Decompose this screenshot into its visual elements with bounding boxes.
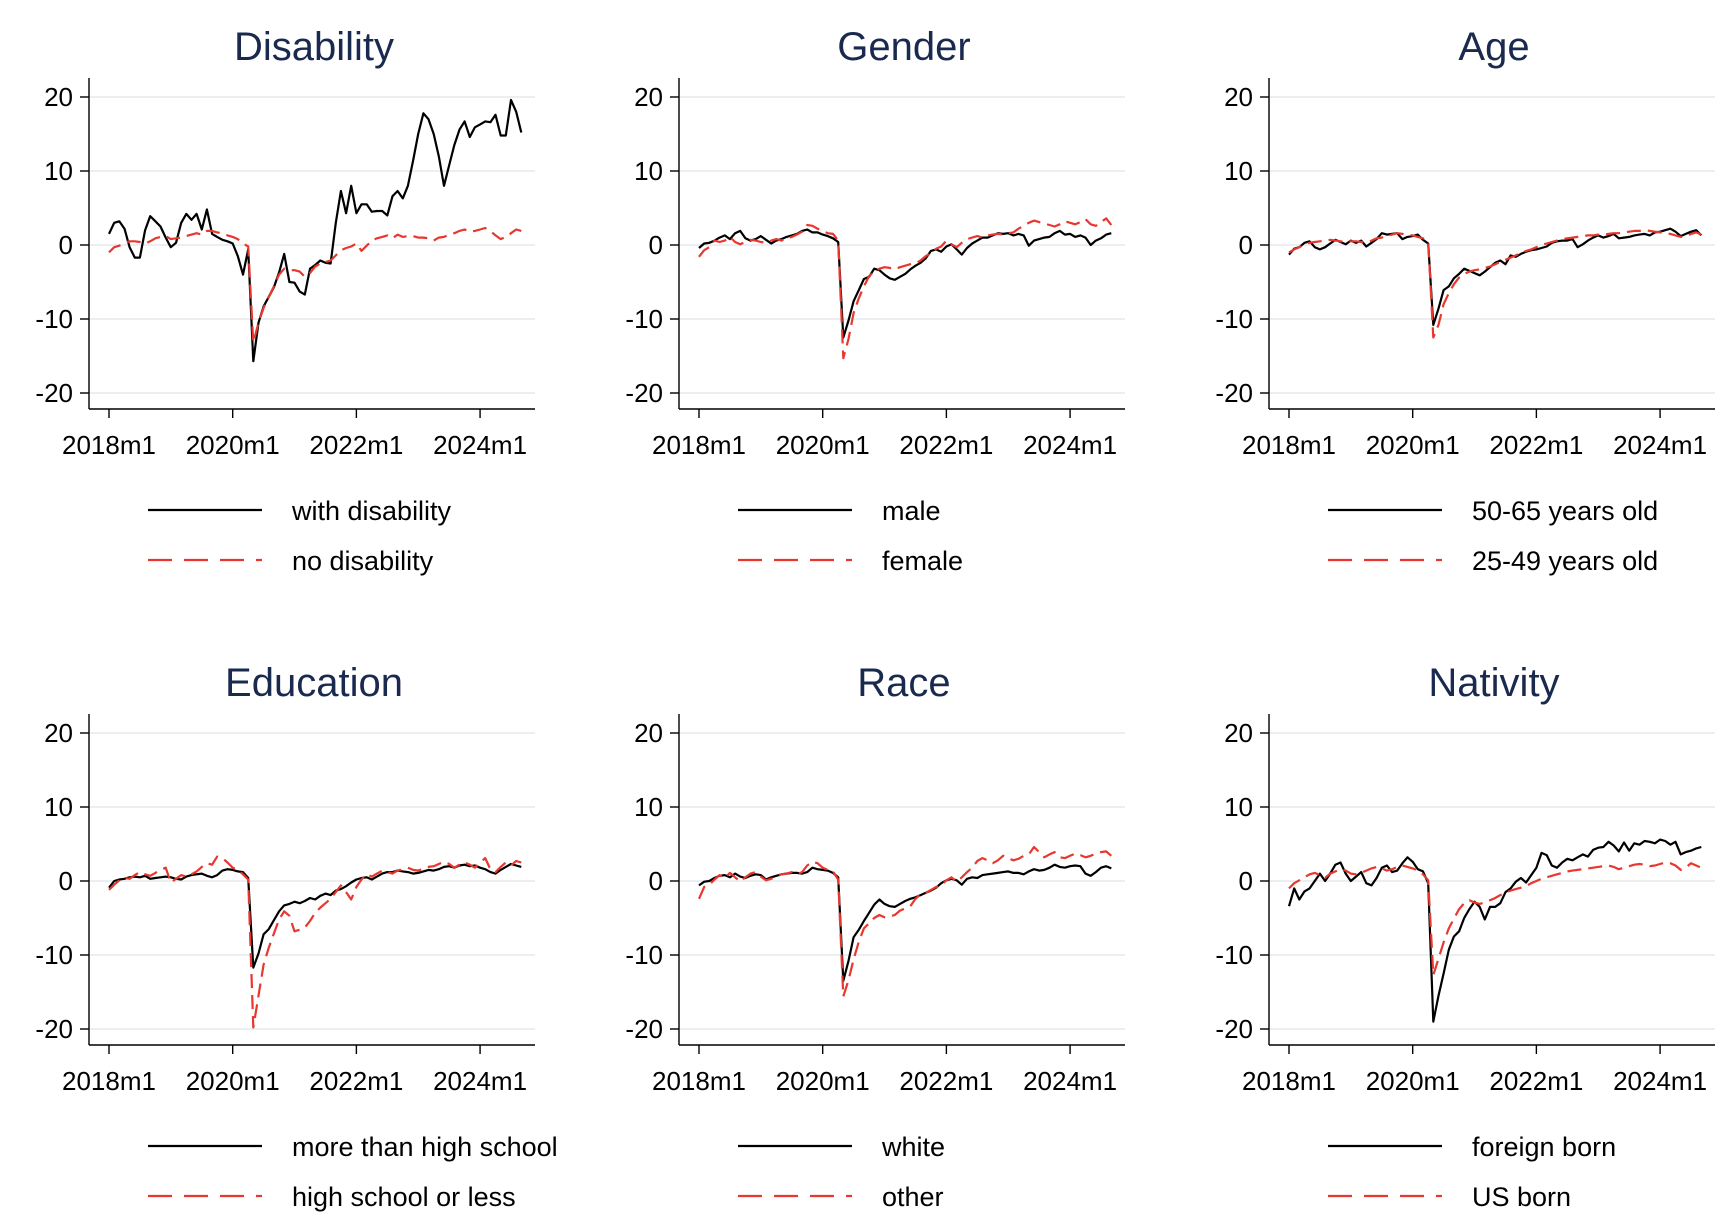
x-tick-label: 2020m1 bbox=[1366, 1066, 1460, 1096]
series-line-1 bbox=[1288, 229, 1702, 339]
y-tick-label: 10 bbox=[44, 156, 73, 186]
x-tick-label: 2024m1 bbox=[433, 1066, 527, 1096]
y-tick-label: 10 bbox=[634, 156, 663, 186]
y-tick-label: 0 bbox=[59, 866, 73, 896]
panel-2: Age -20 -10 0 10 20 2018m1 2020m1 2022m1 2024m1 50… bbox=[1215, 25, 1715, 576]
y-tick-label: -10 bbox=[625, 304, 663, 334]
panel-5: Nativity -20 -10 0 10 20 2018m1 2020m1 2022m1 202… bbox=[1215, 661, 1715, 1212]
legend-label-1: female bbox=[882, 546, 963, 576]
x-tick-label: 2018m1 bbox=[62, 1066, 156, 1096]
y-tick-label: 20 bbox=[1224, 718, 1253, 748]
x-tick-label: 2020m1 bbox=[186, 1066, 280, 1096]
x-tick-label: 2022m1 bbox=[899, 1066, 993, 1096]
y-tick-label: -20 bbox=[625, 1014, 663, 1044]
series-line-1 bbox=[1288, 861, 1702, 977]
panel-title: Nativity bbox=[1428, 661, 1559, 705]
x-tick-label: 2022m1 bbox=[309, 430, 403, 460]
series-line-0 bbox=[698, 863, 1112, 982]
y-tick-label: 0 bbox=[1239, 866, 1253, 896]
legend-label-0: with disability bbox=[291, 496, 452, 526]
x-tick-label: 2024m1 bbox=[1613, 430, 1707, 460]
y-tick-label: -10 bbox=[625, 940, 663, 970]
y-tick-label: -10 bbox=[35, 940, 73, 970]
panel-4: Race -20 -10 0 10 20 2018m1 2020m1 2022m1 2024m1 w… bbox=[625, 661, 1125, 1212]
x-tick-label: 2018m1 bbox=[62, 430, 156, 460]
x-tick-label: 2024m1 bbox=[1613, 1066, 1707, 1096]
legend-label-1: US born bbox=[1472, 1182, 1571, 1212]
x-tick-label: 2024m1 bbox=[1023, 1066, 1117, 1096]
y-tick-label: 20 bbox=[634, 82, 663, 112]
y-tick-label: 10 bbox=[1224, 156, 1253, 186]
y-tick-label: 0 bbox=[59, 230, 73, 260]
y-tick-label: 20 bbox=[44, 82, 73, 112]
legend-label-1: 25-49 years old bbox=[1472, 546, 1658, 576]
series-line-0 bbox=[108, 862, 522, 969]
y-tick-label: -10 bbox=[35, 304, 73, 334]
series-line-0 bbox=[1287, 838, 1702, 1023]
x-tick-label: 2018m1 bbox=[1242, 1066, 1336, 1096]
x-tick-label: 2018m1 bbox=[652, 430, 746, 460]
y-tick-label: -20 bbox=[1215, 1014, 1253, 1044]
series-line-0 bbox=[698, 228, 1112, 339]
x-tick-label: 2018m1 bbox=[1242, 430, 1336, 460]
y-tick-label: -20 bbox=[35, 378, 73, 408]
panel-title: Age bbox=[1458, 25, 1529, 69]
series-line-1 bbox=[698, 217, 1113, 360]
y-tick-label: -10 bbox=[1215, 304, 1253, 334]
legend-label-0: 50-65 years old bbox=[1472, 496, 1658, 526]
y-tick-label: -20 bbox=[625, 378, 663, 408]
y-tick-label: 0 bbox=[1239, 230, 1253, 260]
legend-label-0: white bbox=[881, 1132, 945, 1162]
x-tick-label: 2022m1 bbox=[899, 430, 993, 460]
x-tick-label: 2020m1 bbox=[1366, 430, 1460, 460]
panel-title: Race bbox=[857, 661, 950, 705]
panel-0: Disability -20 -10 0 10 20 2018m1 2020m1 2022m1 2… bbox=[35, 25, 535, 576]
y-tick-label: -10 bbox=[1215, 940, 1253, 970]
y-tick-label: 10 bbox=[1224, 792, 1253, 822]
x-tick-label: 2024m1 bbox=[1023, 430, 1117, 460]
legend-label-1: no disability bbox=[292, 546, 434, 576]
y-tick-label: 20 bbox=[44, 718, 73, 748]
x-tick-label: 2024m1 bbox=[433, 430, 527, 460]
series-line-0 bbox=[1288, 227, 1703, 326]
series-line-1 bbox=[697, 845, 1113, 998]
x-tick-label: 2022m1 bbox=[1489, 430, 1583, 460]
y-tick-label: -20 bbox=[35, 1014, 73, 1044]
y-tick-label: 0 bbox=[649, 866, 663, 896]
y-tick-label: 10 bbox=[44, 792, 73, 822]
x-tick-label: 2018m1 bbox=[652, 1066, 746, 1096]
x-tick-label: 2020m1 bbox=[776, 1066, 870, 1096]
y-tick-label: 10 bbox=[634, 792, 663, 822]
x-tick-label: 2020m1 bbox=[776, 430, 870, 460]
panel-title: Education bbox=[225, 661, 403, 705]
x-tick-label: 2022m1 bbox=[1489, 1066, 1583, 1096]
legend-label-1: high school or less bbox=[292, 1182, 516, 1212]
panel-title: Disability bbox=[234, 25, 394, 69]
x-tick-label: 2022m1 bbox=[309, 1066, 403, 1096]
y-tick-label: -20 bbox=[1215, 378, 1253, 408]
legend-label-0: male bbox=[882, 496, 941, 526]
panel-1: Gender -20 -10 0 10 20 2018m1 2020m1 2022m1 2024m… bbox=[625, 25, 1125, 576]
panel-title: Gender bbox=[837, 25, 970, 69]
x-tick-label: 2020m1 bbox=[186, 430, 280, 460]
series-line-1 bbox=[108, 226, 522, 344]
series-line-1 bbox=[108, 855, 522, 1029]
legend-label-0: more than high school bbox=[292, 1132, 558, 1162]
legend-label-1: other bbox=[882, 1182, 944, 1212]
y-tick-label: 0 bbox=[649, 230, 663, 260]
y-tick-label: 20 bbox=[1224, 82, 1253, 112]
panel-3: Education -20 -10 0 10 20 2018m1 2020m1 2022m1 20… bbox=[35, 661, 557, 1212]
y-tick-label: 20 bbox=[634, 718, 663, 748]
series-line-0 bbox=[108, 98, 523, 363]
legend-label-0: foreign born bbox=[1472, 1132, 1616, 1162]
